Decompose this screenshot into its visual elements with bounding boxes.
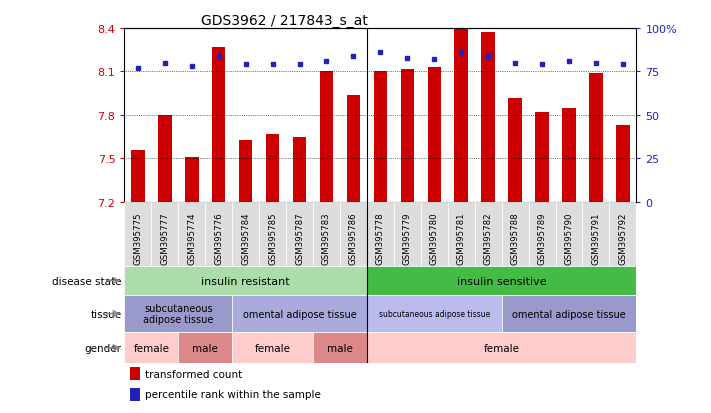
Text: female: female xyxy=(483,343,520,353)
Text: GSM395776: GSM395776 xyxy=(214,212,223,264)
Text: GSM395788: GSM395788 xyxy=(510,212,520,264)
Bar xyxy=(293,137,306,202)
Text: omental adipose tissue: omental adipose tissue xyxy=(242,309,356,319)
Text: GSM395777: GSM395777 xyxy=(161,212,169,264)
Bar xyxy=(609,202,636,266)
Bar xyxy=(232,332,313,363)
Bar xyxy=(508,98,522,202)
Bar xyxy=(239,140,252,202)
Bar xyxy=(475,202,502,266)
Bar xyxy=(340,202,367,266)
Bar xyxy=(394,202,421,266)
Bar xyxy=(178,202,205,266)
Bar xyxy=(131,150,144,202)
Text: percentile rank within the sample: percentile rank within the sample xyxy=(145,389,321,399)
Text: GSM395778: GSM395778 xyxy=(376,212,385,264)
Bar xyxy=(481,33,495,202)
Bar xyxy=(367,295,502,332)
Bar xyxy=(158,116,171,202)
Bar xyxy=(124,332,178,363)
Bar xyxy=(400,69,414,202)
Bar xyxy=(129,388,140,401)
Bar xyxy=(129,368,140,380)
Bar xyxy=(448,202,475,266)
Text: GSM395787: GSM395787 xyxy=(295,212,304,264)
Bar xyxy=(286,202,313,266)
Text: transformed count: transformed count xyxy=(145,369,242,379)
Text: GSM395786: GSM395786 xyxy=(349,212,358,264)
Bar xyxy=(589,74,603,202)
Bar xyxy=(427,68,441,202)
Bar xyxy=(313,202,340,266)
Bar xyxy=(124,266,367,295)
Text: omental adipose tissue: omental adipose tissue xyxy=(512,309,626,319)
Bar xyxy=(562,109,576,202)
Text: GSM395785: GSM395785 xyxy=(268,212,277,264)
Bar xyxy=(259,202,286,266)
Bar xyxy=(502,202,528,266)
Text: GSM395782: GSM395782 xyxy=(483,212,493,264)
Bar xyxy=(124,202,151,266)
Bar xyxy=(374,72,387,202)
Text: subcutaneous
adipose tissue: subcutaneous adipose tissue xyxy=(143,303,213,325)
Bar xyxy=(502,295,636,332)
Text: GSM395784: GSM395784 xyxy=(241,212,250,264)
Bar xyxy=(232,202,259,266)
Bar xyxy=(582,202,609,266)
Text: subcutaneous adipose tissue: subcutaneous adipose tissue xyxy=(379,309,490,318)
Text: male: male xyxy=(327,343,353,353)
Bar xyxy=(313,332,367,363)
Bar xyxy=(232,295,367,332)
Bar xyxy=(555,202,582,266)
Text: insulin sensitive: insulin sensitive xyxy=(456,276,547,286)
Bar xyxy=(535,113,549,202)
Bar xyxy=(266,135,279,202)
Text: GSM395775: GSM395775 xyxy=(134,212,142,264)
Text: GSM395791: GSM395791 xyxy=(592,212,600,264)
Bar xyxy=(320,72,333,202)
Bar xyxy=(151,202,178,266)
Bar xyxy=(528,202,555,266)
Bar xyxy=(205,202,232,266)
Text: male: male xyxy=(192,343,218,353)
Bar xyxy=(124,295,232,332)
Bar xyxy=(367,202,394,266)
Text: female: female xyxy=(255,343,291,353)
Bar xyxy=(347,95,360,202)
Text: GSM395774: GSM395774 xyxy=(187,212,196,264)
Bar xyxy=(367,332,636,363)
Text: insulin resistant: insulin resistant xyxy=(201,276,290,286)
Text: GSM395790: GSM395790 xyxy=(565,212,574,264)
Text: GSM395781: GSM395781 xyxy=(456,212,466,264)
Bar xyxy=(185,157,198,202)
Text: gender: gender xyxy=(85,343,122,353)
Bar xyxy=(421,202,448,266)
Text: GSM395783: GSM395783 xyxy=(322,212,331,264)
Bar xyxy=(454,29,468,202)
Text: GSM395789: GSM395789 xyxy=(538,212,547,264)
Bar xyxy=(616,126,630,202)
Text: female: female xyxy=(134,343,169,353)
Text: tissue: tissue xyxy=(91,309,122,319)
Bar xyxy=(367,266,636,295)
Text: GSM395780: GSM395780 xyxy=(429,212,439,264)
Bar xyxy=(178,332,232,363)
Text: GSM395792: GSM395792 xyxy=(619,212,627,264)
Text: GDS3962 / 217843_s_at: GDS3962 / 217843_s_at xyxy=(201,14,368,28)
Bar xyxy=(212,48,225,202)
Text: disease state: disease state xyxy=(53,276,122,286)
Text: GSM395779: GSM395779 xyxy=(403,212,412,264)
